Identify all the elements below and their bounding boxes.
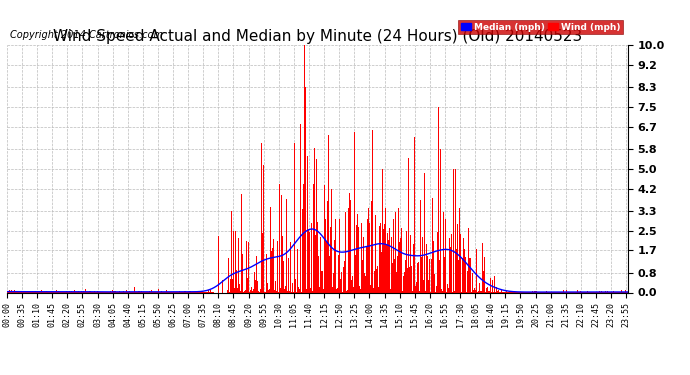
Text: Copyright 2014 Cartronics.com: Copyright 2014 Cartronics.com [10,30,163,40]
Legend: Median (mph), Wind (mph): Median (mph), Wind (mph) [457,20,623,34]
Title: Wind Speed Actual and Median by Minute (24 Hours) (Old) 20140523: Wind Speed Actual and Median by Minute (… [52,29,582,44]
